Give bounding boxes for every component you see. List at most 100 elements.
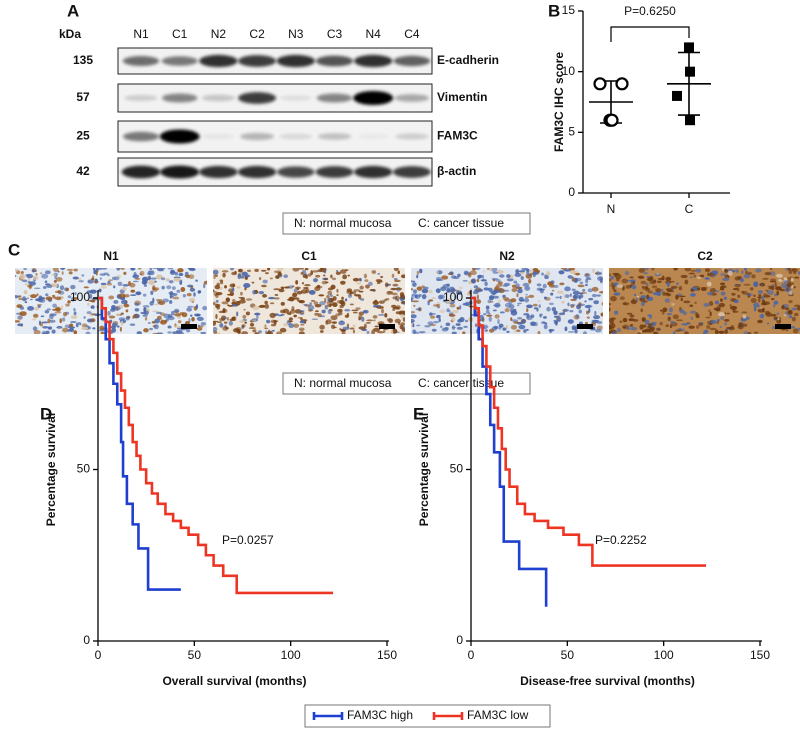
cell xyxy=(139,270,145,276)
cell xyxy=(613,289,617,293)
cell xyxy=(463,325,468,328)
cell xyxy=(363,273,368,279)
cell xyxy=(573,277,578,283)
cell xyxy=(567,275,573,279)
cell xyxy=(556,290,564,295)
protein-name: E-cadherin xyxy=(437,53,499,67)
cell xyxy=(344,308,351,312)
cell xyxy=(238,268,242,273)
cell xyxy=(611,282,614,285)
cell xyxy=(305,288,310,294)
cell xyxy=(485,305,490,310)
cell xyxy=(87,280,91,283)
cell xyxy=(511,319,519,322)
cell xyxy=(26,297,30,300)
cell xyxy=(436,314,441,319)
blot-band xyxy=(317,133,352,140)
cell xyxy=(148,327,154,331)
cell xyxy=(688,325,695,329)
data-point xyxy=(593,77,607,91)
cell xyxy=(142,305,150,308)
scale-bar xyxy=(775,324,791,329)
cell xyxy=(264,272,269,275)
cell xyxy=(352,329,356,334)
cell xyxy=(392,296,397,300)
y-tick-label: 100 xyxy=(70,290,90,304)
cell xyxy=(120,268,125,270)
panel-label: C xyxy=(8,240,20,259)
cell xyxy=(546,271,551,276)
cell xyxy=(743,274,751,279)
cell xyxy=(152,297,155,303)
cell xyxy=(569,293,572,297)
cell xyxy=(390,287,398,291)
cell xyxy=(593,315,600,320)
cell xyxy=(203,283,206,289)
cell xyxy=(678,286,683,291)
cell xyxy=(414,295,418,299)
cell xyxy=(169,294,172,299)
cell xyxy=(693,274,696,278)
key-text: N: normal mucosa xyxy=(294,216,392,230)
cell xyxy=(538,304,541,308)
y-tick-label: 15 xyxy=(562,3,576,17)
cell xyxy=(200,321,207,326)
cell xyxy=(376,305,384,309)
cell xyxy=(73,311,77,316)
cell xyxy=(173,308,180,313)
cell xyxy=(714,300,719,305)
cell xyxy=(790,326,796,329)
blot-band xyxy=(354,54,393,68)
cell xyxy=(549,302,554,306)
cell xyxy=(525,293,528,296)
cell xyxy=(167,325,172,329)
cell xyxy=(753,294,756,298)
cell xyxy=(483,287,490,291)
cell xyxy=(622,326,627,329)
cell xyxy=(788,290,793,296)
cell xyxy=(609,303,611,306)
cell xyxy=(121,287,127,291)
lane-label: N3 xyxy=(288,27,304,41)
cell xyxy=(670,320,675,324)
cell xyxy=(294,309,302,314)
cell xyxy=(741,311,748,314)
cell xyxy=(671,302,675,306)
cell xyxy=(129,323,136,327)
cell xyxy=(322,274,326,277)
cell xyxy=(213,301,216,306)
cell xyxy=(582,331,587,334)
cell xyxy=(111,304,116,310)
cell xyxy=(781,304,785,309)
cell xyxy=(760,284,764,286)
cell xyxy=(646,277,653,282)
cell xyxy=(251,319,257,322)
cell xyxy=(753,306,757,312)
cell xyxy=(664,298,671,303)
cell xyxy=(267,268,271,271)
cell xyxy=(435,276,442,281)
cell xyxy=(753,331,759,334)
cell xyxy=(200,332,207,334)
cell xyxy=(510,310,518,316)
cell xyxy=(177,320,182,324)
cell xyxy=(609,330,612,334)
cell xyxy=(188,274,195,280)
cell xyxy=(517,304,520,307)
cell xyxy=(397,270,401,275)
cell xyxy=(378,300,385,304)
cell xyxy=(70,284,76,290)
cell xyxy=(238,299,246,304)
cell xyxy=(81,326,89,331)
cell xyxy=(472,290,479,295)
cell xyxy=(143,310,150,316)
cell xyxy=(711,270,719,275)
cell xyxy=(75,322,79,328)
cell xyxy=(656,272,660,275)
cell xyxy=(791,268,796,271)
cell xyxy=(506,330,510,333)
cell xyxy=(538,299,541,303)
cell xyxy=(62,327,69,333)
cell xyxy=(381,308,385,314)
scale-bar xyxy=(379,324,395,329)
